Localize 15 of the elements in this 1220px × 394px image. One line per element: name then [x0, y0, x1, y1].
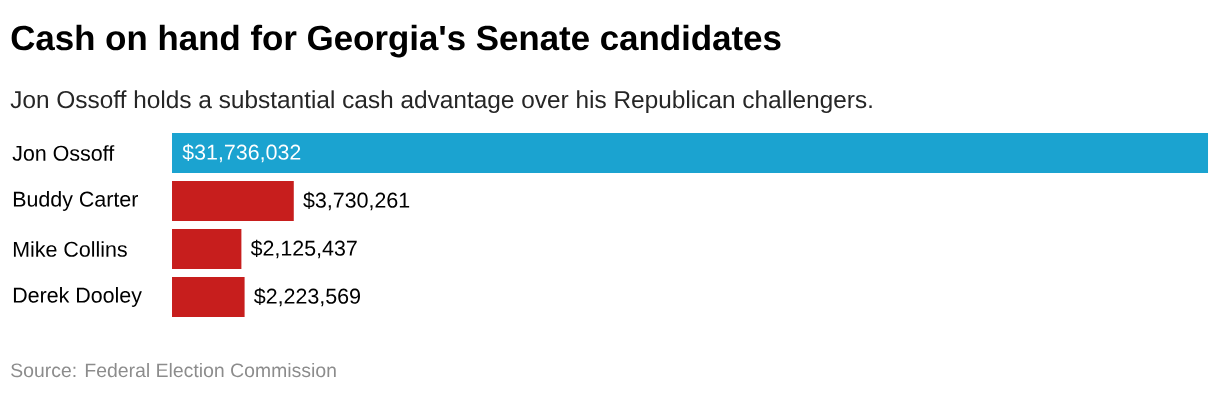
y-tick-label: Derek Dooley — [13, 287, 142, 307]
data-label: $3,730,261 — [303, 191, 410, 211]
y-tick-label: Mike Collins — [13, 241, 127, 257]
source-note: Source: Federal Election Commission — [11, 362, 336, 378]
bar — [172, 133, 1209, 174]
y-tick-label: Buddy Carter — [13, 191, 139, 211]
bar — [172, 277, 245, 318]
data-label: $2,223,569 — [254, 287, 360, 307]
chart-subtitle: Jon Ossoff holds a substantial cash advantage over his Republican challengers. — [10, 90, 872, 114]
y-tick-label: Jon Ossoff — [12, 145, 115, 161]
data-label: $31,736,032 — [182, 143, 301, 163]
bar — [172, 181, 294, 222]
data-label: $2,125,437 — [250, 239, 357, 259]
bar — [172, 229, 242, 270]
chart-title: Cash on hand for Georgia's Senate candidates — [11, 24, 781, 58]
